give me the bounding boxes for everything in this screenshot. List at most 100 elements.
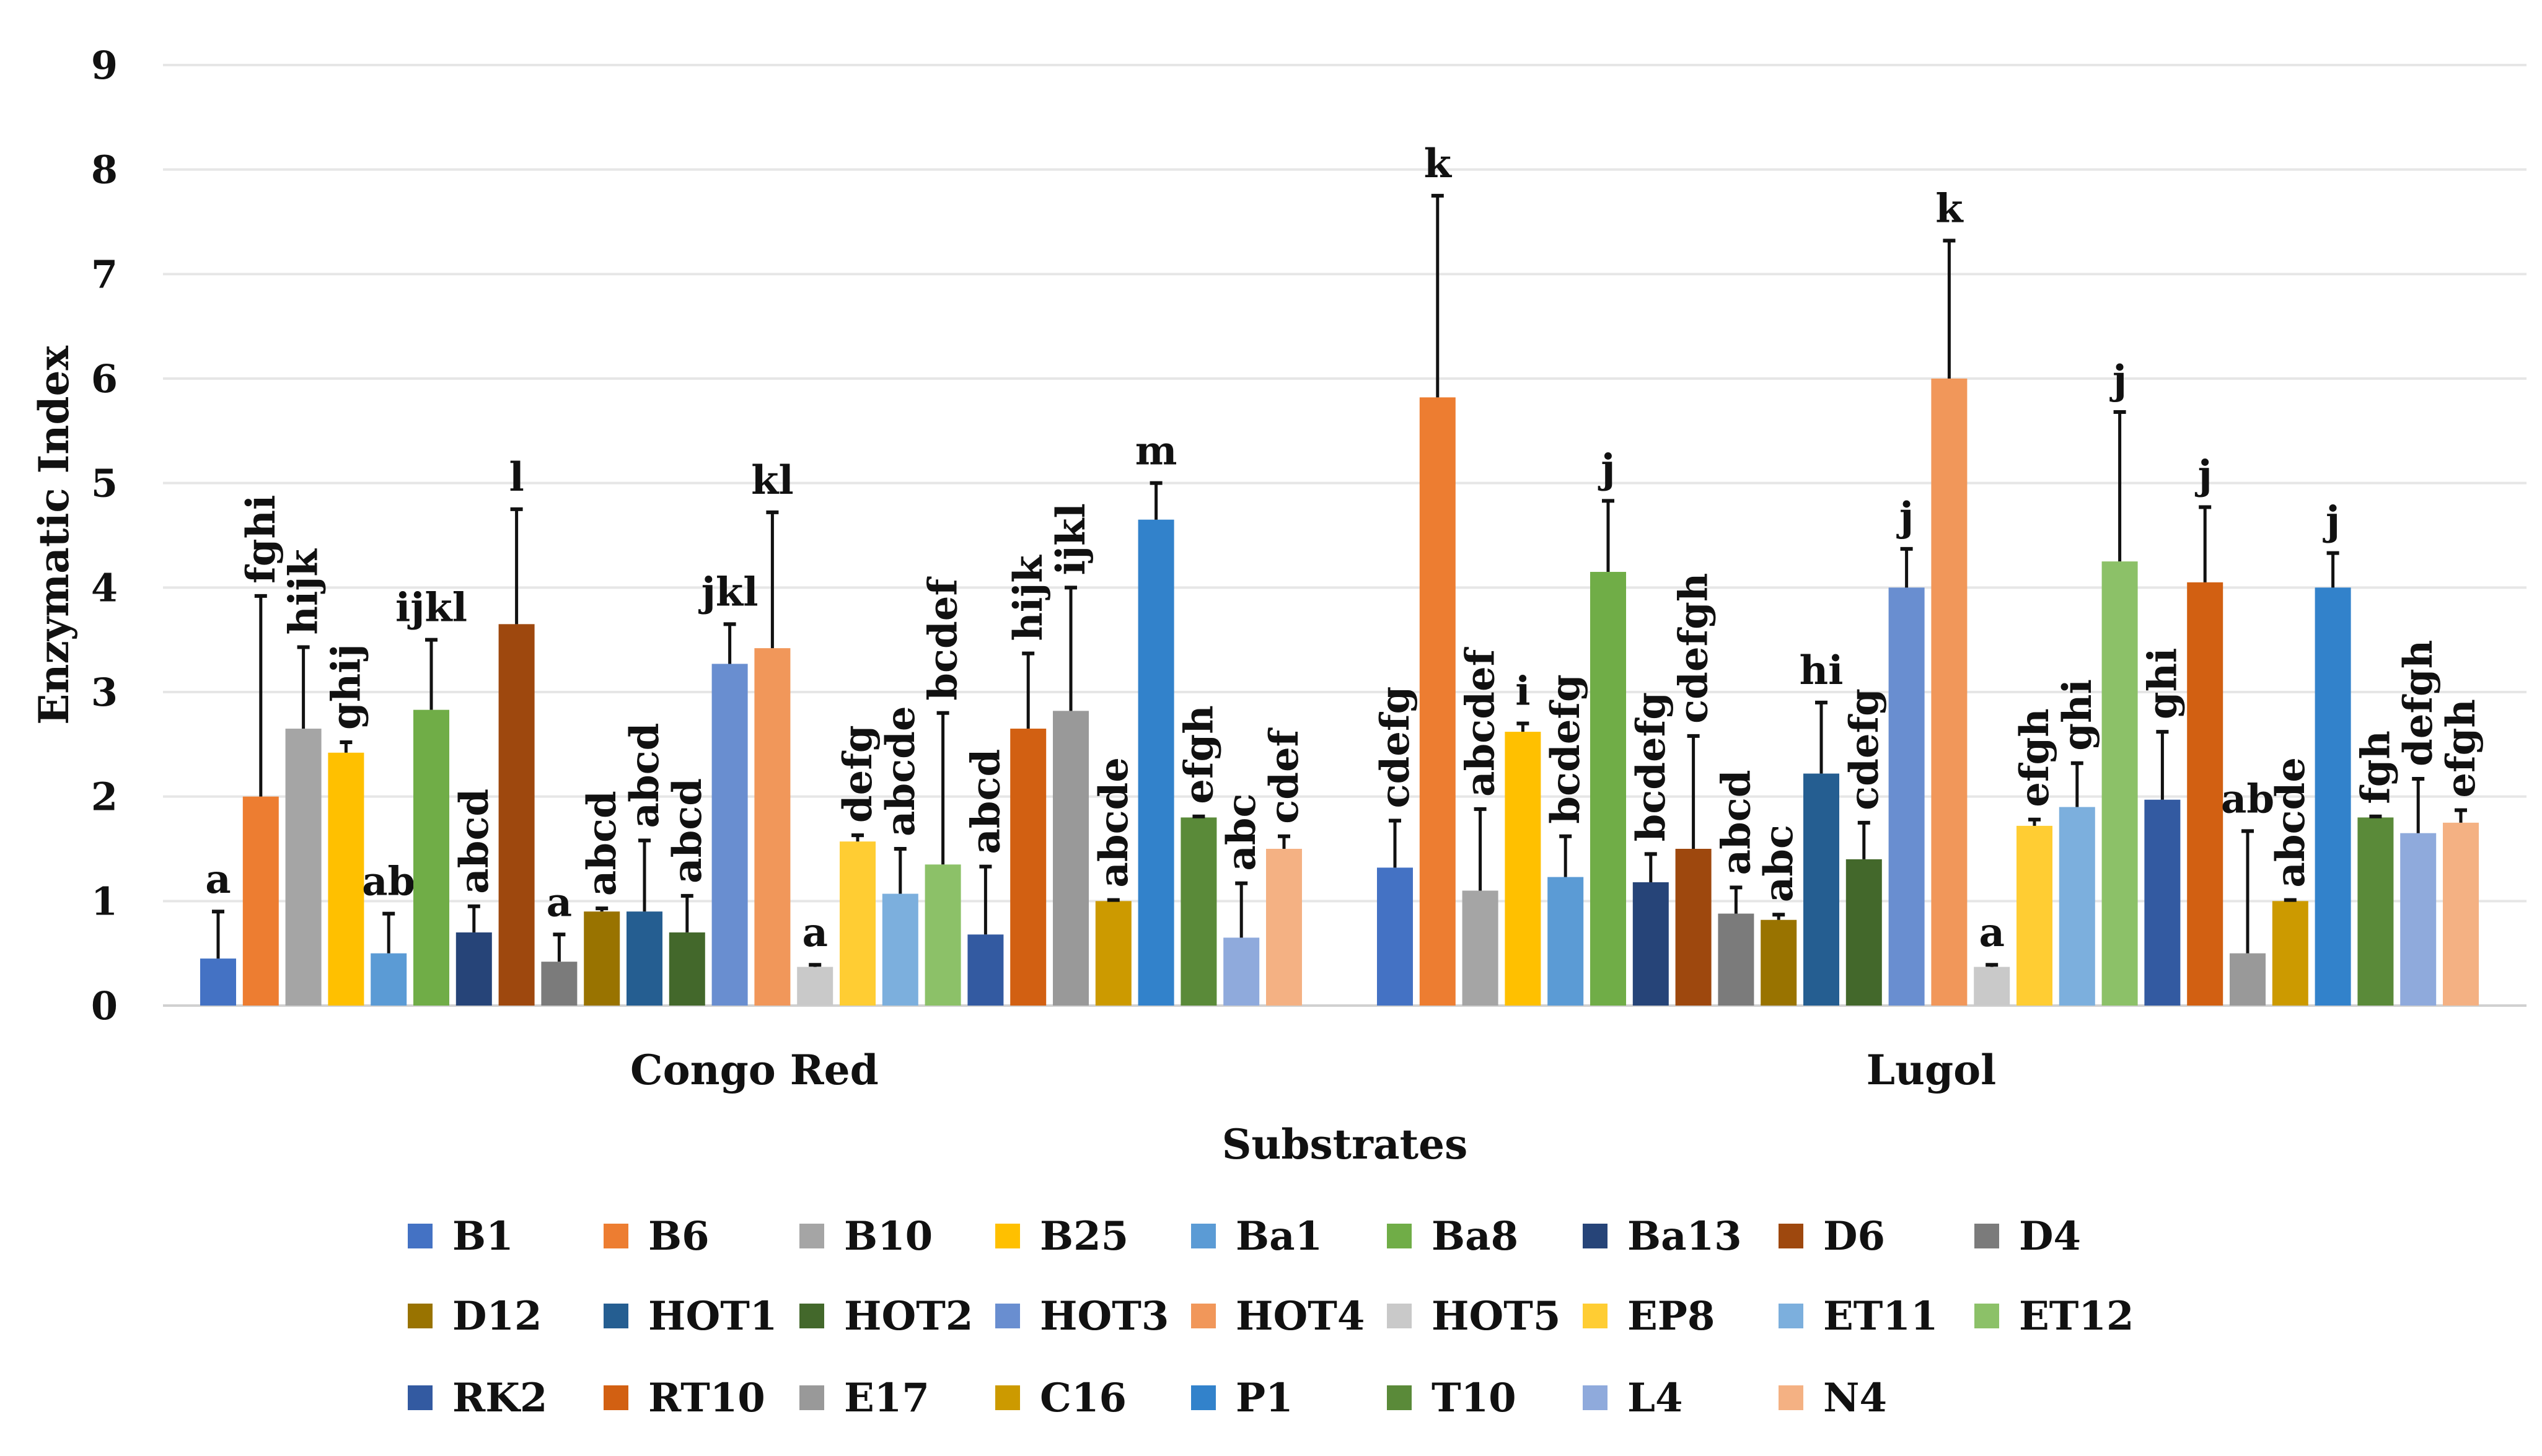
significance-letter: k [1935, 185, 1964, 232]
significance-letter: cdef [1261, 727, 1308, 823]
bar [1377, 867, 1413, 1006]
legend-swatch [604, 1304, 628, 1328]
significance-letter: j [1896, 494, 1914, 540]
bar [1505, 732, 1541, 1006]
legend-swatch [1191, 1385, 1216, 1410]
significance-letter: a [802, 910, 827, 956]
legend-swatch [408, 1385, 433, 1410]
bar [2187, 582, 2223, 1006]
significance-letter: j [2109, 357, 2127, 403]
bar [1718, 913, 1754, 1006]
bar [1223, 937, 1260, 1006]
bar [1675, 849, 1712, 1006]
significance-letter: i [1515, 669, 1530, 715]
bar [711, 664, 748, 1006]
significance-letter: abc [1756, 825, 1802, 902]
significance-letter: abcd [664, 778, 711, 884]
legend-label: HOT2 [844, 1293, 973, 1340]
legend-swatch [604, 1385, 628, 1410]
significance-letter: a [547, 879, 572, 926]
legend-label: T10 [1432, 1375, 1516, 1421]
significance-letter: kl [751, 457, 794, 504]
legend-swatch [1583, 1224, 1607, 1248]
bar [1761, 919, 1797, 1006]
x-axis-label: Substrates [1222, 1120, 1468, 1169]
bar [200, 958, 236, 1006]
significance-letter: abcde [1091, 757, 1137, 888]
significance-letter: efgh [1176, 705, 1222, 804]
legend-swatch [1387, 1385, 1412, 1410]
category-label: Congo Red [630, 1046, 879, 1094]
legend-swatch [408, 1224, 433, 1248]
legend-swatch [995, 1224, 1020, 1248]
bar [840, 841, 876, 1006]
significance-letter: ijkl [1048, 503, 1094, 575]
legend-label: P1 [1236, 1375, 1293, 1421]
bar [1010, 729, 1047, 1006]
legend-swatch [799, 1385, 824, 1410]
significance-letter: bcdefg [1542, 674, 1589, 823]
legend-swatch [604, 1224, 628, 1248]
significance-letter: m [1135, 428, 1177, 475]
legend-label: Ba13 [1627, 1213, 1742, 1260]
significance-letter: hi [1800, 647, 1844, 694]
bar [1931, 379, 1968, 1006]
legend-swatch [1974, 1224, 1999, 1248]
significance-letter: fgh [2352, 730, 2399, 804]
y-tick-label: 0 [91, 983, 118, 1028]
legend-label: Ba8 [1432, 1213, 1518, 1260]
legend-swatch [1387, 1304, 1412, 1328]
significance-letter: hijk [281, 548, 327, 634]
bar [1632, 882, 1669, 1006]
significance-letter: abcd [451, 789, 498, 894]
significance-letter: ab [362, 859, 415, 905]
bar [2315, 587, 2351, 1006]
legend-label: B10 [844, 1213, 933, 1260]
legend-label: L4 [1627, 1375, 1683, 1421]
bar [882, 893, 918, 1006]
legend-label: D12 [452, 1293, 542, 1340]
bar [1590, 572, 1626, 1006]
bar [925, 864, 961, 1006]
bar [1181, 817, 1217, 1006]
bar [1845, 859, 1882, 1006]
category-label: Lugol [1867, 1046, 1997, 1094]
legend-label: ET11 [1823, 1293, 1938, 1340]
legend-swatch [799, 1304, 824, 1328]
significance-letter: bcdefg [1628, 692, 1674, 841]
bar [1419, 397, 1456, 1006]
bar [797, 967, 833, 1006]
legend-swatch [799, 1224, 824, 1248]
significance-letter: abcd [1713, 770, 1759, 875]
bar [2230, 953, 2266, 1006]
bar [2016, 825, 2052, 1006]
legend-swatch [1583, 1385, 1607, 1410]
y-axis-label: Enzymatic Index [30, 345, 78, 724]
bar [2272, 901, 2308, 1006]
significance-letter: cdefgh [1671, 573, 1717, 724]
y-tick-label: 2 [91, 774, 118, 820]
bar [1974, 967, 2010, 1006]
bar [1095, 901, 1132, 1006]
legend-label: HOT4 [1236, 1293, 1365, 1340]
y-tick-label: 9 [91, 43, 118, 88]
bar [2400, 833, 2437, 1006]
legend-label: D6 [1823, 1213, 1885, 1260]
significance-letter: a [205, 856, 231, 903]
significance-letter: abcd [962, 749, 1009, 854]
significance-letter: efgh [2438, 699, 2484, 798]
bar [754, 648, 791, 1006]
bar [2101, 561, 2138, 1006]
legend-swatch [995, 1304, 1020, 1328]
significance-letter: j [2195, 452, 2212, 498]
x-axis-categories: Congo Red Lugol [630, 1046, 1996, 1094]
significance-letter: ghi [2139, 647, 2186, 719]
legend-swatch [1779, 1304, 1803, 1328]
significance-letter: l [509, 454, 524, 501]
y-tick-label: 3 [91, 670, 118, 715]
significance-letter: ghij [323, 644, 369, 730]
bar [413, 709, 449, 1006]
legend-label: HOT5 [1432, 1293, 1560, 1340]
y-axis-ticks: 0 1 2 3 4 5 6 7 8 9 [91, 43, 118, 1028]
